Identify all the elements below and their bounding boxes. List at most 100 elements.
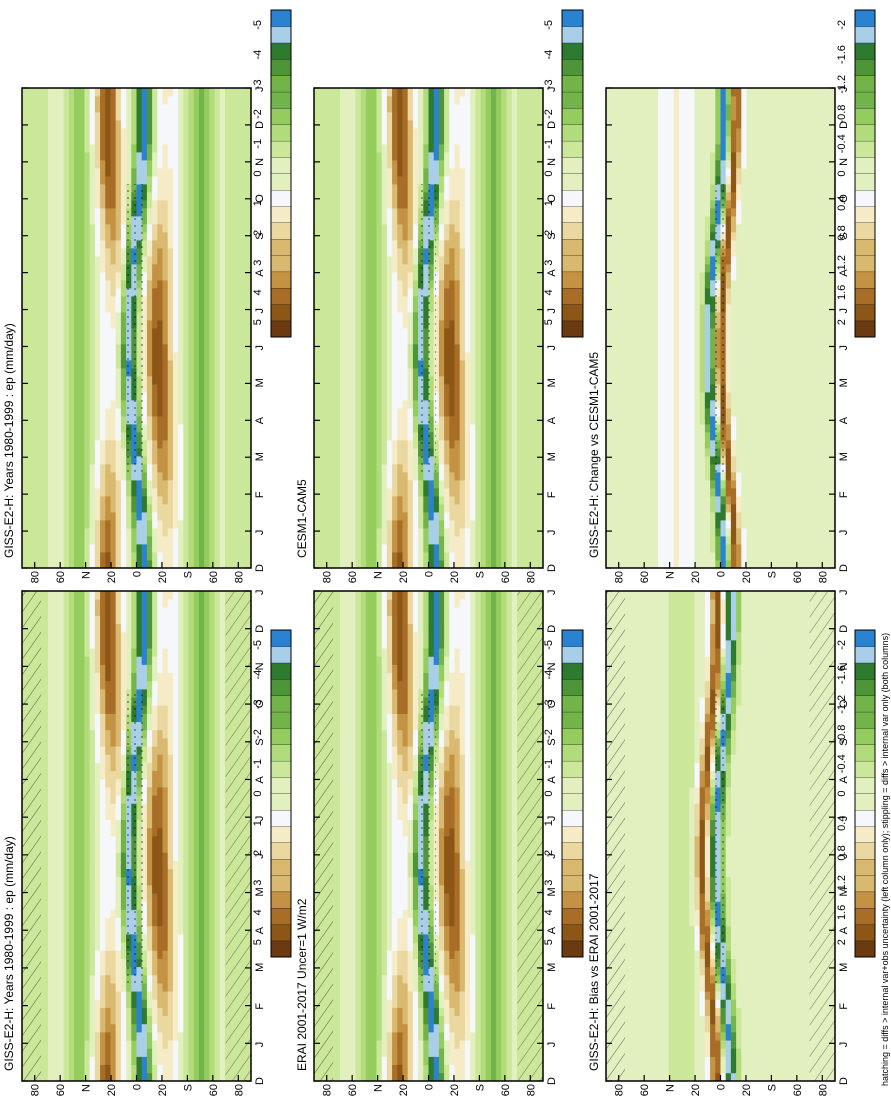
heatmap-cell [131, 504, 137, 512]
heatmap-cell [204, 520, 210, 528]
heatmap-cell [152, 240, 158, 248]
heatmap-cell [110, 926, 116, 935]
heatmap-cell [183, 779, 189, 788]
heatmap-cell [74, 224, 80, 232]
heatmap-cell [152, 512, 158, 520]
heatmap-cell [178, 224, 184, 232]
heatmap-cell [152, 967, 158, 976]
colorbar-swatch [271, 859, 291, 876]
heatmap-cell [95, 464, 101, 472]
heatmap-cell [48, 136, 54, 144]
heatmap-cell [220, 999, 226, 1008]
heatmap-cell [95, 910, 101, 919]
heatmap-cell [126, 1032, 132, 1041]
heatmap-cell [105, 1024, 111, 1033]
heatmap-cell [64, 738, 70, 747]
heatmap-cell [27, 216, 33, 224]
heatmap-cell [100, 152, 106, 160]
heatmap-cell [220, 632, 226, 641]
heatmap-cell [157, 544, 163, 552]
heatmap-cell [168, 224, 174, 232]
heatmap-cell [79, 216, 85, 224]
heatmap-cell [189, 607, 195, 616]
heatmap-cell [183, 464, 189, 472]
heatmap-cell [84, 681, 90, 690]
heatmap-cell [110, 120, 116, 128]
heatmap-cell [38, 384, 44, 392]
heatmap-cell [43, 112, 49, 120]
heatmap-cell [215, 384, 221, 392]
lat-label: 0 [132, 1084, 144, 1090]
heatmap-cell [173, 991, 179, 1000]
heatmap-cell [53, 877, 59, 886]
heatmap-cell [173, 746, 179, 755]
heatmap-cell [64, 665, 70, 674]
heatmap-cell [209, 544, 215, 552]
heatmap-cell [194, 771, 200, 780]
heatmap-cell [215, 869, 221, 878]
heatmap-cell [152, 104, 158, 112]
heatmap-cell [209, 795, 215, 804]
colorbar-swatch [271, 646, 291, 663]
heatmap-cell [189, 480, 195, 488]
heatmap-cell [173, 771, 179, 780]
heatmap-cell [69, 779, 75, 788]
heatmap-cell [204, 216, 210, 224]
heatmap-cell [58, 224, 64, 232]
heatmap-cell [116, 942, 122, 951]
heatmap-cell [178, 288, 184, 296]
heatmap-cell [74, 665, 80, 674]
heatmap-cell [157, 352, 163, 360]
heatmap-cell [105, 136, 111, 144]
heatmap-cell [168, 304, 174, 312]
heatmap-cell [95, 320, 101, 328]
heatmap-cell [74, 280, 80, 288]
heatmap-cell [157, 360, 163, 368]
heatmap-cell [100, 112, 106, 120]
heatmap-cell [105, 216, 111, 224]
heatmap-cell [100, 754, 106, 763]
heatmap-cell [121, 1024, 127, 1033]
heatmap-cell [84, 795, 90, 804]
heatmap-cell [147, 852, 153, 861]
heatmap-cell [95, 248, 101, 256]
heatmap-cell [64, 136, 70, 144]
heatmap-cell [38, 416, 44, 424]
heatmap-cell [58, 746, 64, 755]
heatmap-cell [199, 208, 205, 216]
heatmap-cell [110, 754, 116, 763]
heatmap-cell [199, 697, 205, 706]
heatmap-cell [90, 869, 96, 878]
heatmap-cell [32, 120, 38, 128]
heatmap-cell [58, 488, 64, 496]
heatmap-cell [178, 392, 184, 400]
heatmap-cell [189, 975, 195, 984]
heatmap-cell [84, 754, 90, 763]
heatmap-cell [126, 648, 132, 657]
heatmap-cell [79, 681, 85, 690]
heatmap-cell [168, 120, 174, 128]
heatmap-cell [48, 803, 54, 812]
heatmap-cell [58, 232, 64, 240]
heatmap-cell [79, 560, 85, 568]
heatmap-cell [220, 681, 226, 690]
heatmap-cell [100, 272, 106, 280]
heatmap-cell [204, 607, 210, 616]
heatmap-cell [105, 464, 111, 472]
heatmap-cell [32, 440, 38, 448]
heatmap-cell [74, 520, 80, 528]
heatmap-cell [95, 624, 101, 633]
heatmap-cell [168, 607, 174, 616]
heatmap-cell [110, 192, 116, 200]
heatmap-cell [95, 544, 101, 552]
heatmap-cell [79, 656, 85, 665]
heatmap-cell [100, 616, 106, 625]
heatmap-cell [163, 640, 169, 649]
heatmap-cell [152, 296, 158, 304]
heatmap-cell [53, 456, 59, 464]
heatmap-cell [22, 224, 28, 232]
heatmap-cell [27, 360, 33, 368]
heatmap-cell [105, 893, 111, 902]
heatmap-cell [189, 200, 195, 208]
heatmap-cell [209, 812, 215, 821]
